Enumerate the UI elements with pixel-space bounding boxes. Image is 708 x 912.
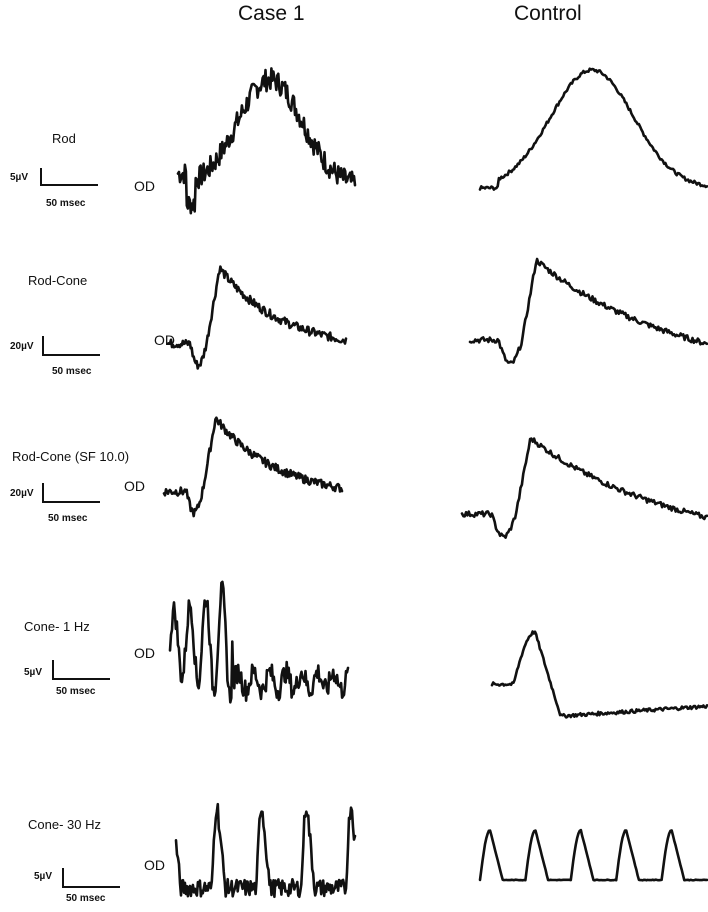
erg-trace-rod-cone-sf-10-0--case-1: [162, 416, 344, 518]
column-header-case: Case 1: [238, 2, 305, 25]
time-scale-label: 50 msec: [56, 686, 96, 697]
erg-trace-rod-case-1: [176, 67, 357, 215]
row-label-rod-cone-sf: Rod-Cone (SF 10.0): [12, 449, 130, 464]
row-label-rod-cone: Rod-Cone: [28, 273, 88, 288]
scale-bar: [40, 168, 98, 186]
amplitude-scale-label: 5µV: [24, 667, 42, 678]
time-scale-label: 50 msec: [46, 198, 86, 209]
scale-bar: [42, 483, 100, 503]
time-scale-label: 50 msec: [66, 893, 106, 904]
time-scale-label: 50 msec: [52, 366, 92, 377]
row-label-rod: Rod: [52, 131, 76, 146]
eye-label-od: OD: [134, 645, 155, 661]
scale-bar: [42, 336, 100, 356]
erg-trace-cone-30-hz-case-1: [174, 802, 357, 899]
erg-trace-cone-30-hz-control: [478, 828, 708, 882]
eye-label-od: OD: [144, 857, 165, 873]
erg-trace-rod-cone-sf-10-0--control: [460, 437, 708, 539]
time-scale-label: 50 msec: [48, 513, 88, 524]
row-label-cone-30hz: Cone- 30 Hz: [28, 817, 101, 832]
amplitude-scale-label: 20µV: [10, 488, 34, 499]
amplitude-scale-label: 20µV: [10, 341, 34, 352]
amplitude-scale-label: 5µV: [34, 871, 52, 882]
erg-trace-rod-cone-case-1: [166, 265, 348, 370]
eye-label-od: OD: [124, 478, 145, 494]
amplitude-scale-label: 5µV: [10, 172, 28, 183]
row-label-cone-1hz: Cone- 1 Hz: [24, 619, 90, 634]
scale-bar: [62, 868, 120, 888]
scale-bar: [52, 660, 110, 680]
eye-label-od: OD: [134, 178, 155, 194]
column-header-control: Control: [514, 2, 582, 25]
erg-trace-rod-cone-control: [468, 257, 708, 364]
erg-trace-cone-1-hz-case-1: [168, 580, 350, 704]
erg-trace-rod-control: [478, 67, 708, 191]
erg-trace-cone-1-hz-control: [490, 630, 708, 719]
